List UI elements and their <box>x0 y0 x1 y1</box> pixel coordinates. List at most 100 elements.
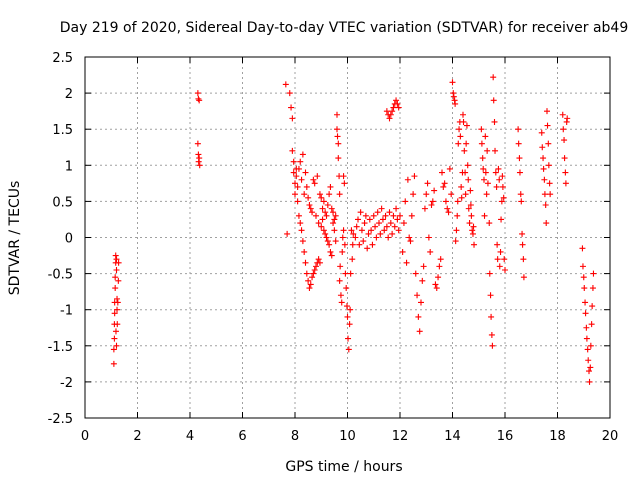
data-point <box>361 220 368 227</box>
data-point <box>343 285 350 292</box>
x-axis-tick-labels: 0 2 4 6 8 10 12 14 16 18 20 <box>81 429 618 444</box>
data-point <box>389 230 396 237</box>
data-point <box>294 183 301 190</box>
data-point <box>364 245 371 252</box>
data-point <box>412 270 419 277</box>
data-point <box>336 277 343 284</box>
data-point <box>585 357 592 364</box>
data-point <box>587 364 594 371</box>
data-point <box>478 126 485 133</box>
data-point <box>519 230 526 237</box>
data-point <box>360 238 367 245</box>
data-point <box>341 180 348 187</box>
data-point <box>495 165 502 172</box>
data-point <box>432 281 439 288</box>
data-point <box>486 220 493 227</box>
data-point <box>196 155 203 162</box>
data-point <box>579 245 586 252</box>
data-point <box>515 126 522 133</box>
data-point <box>334 111 340 118</box>
data-point <box>541 191 548 198</box>
data-point <box>488 313 495 320</box>
data-point <box>386 209 393 216</box>
data-point <box>519 241 526 248</box>
data-point <box>583 324 590 331</box>
data-point <box>441 180 448 187</box>
data-point <box>491 118 498 125</box>
data-point <box>545 140 552 147</box>
data-point <box>323 234 330 241</box>
data-point <box>471 241 478 248</box>
data-point <box>421 205 428 212</box>
data-point <box>463 122 470 129</box>
y-tick-label: -0.5 <box>48 268 73 283</box>
data-point <box>582 299 589 306</box>
data-point <box>445 209 452 216</box>
data-point <box>348 227 355 234</box>
data-point <box>494 256 501 263</box>
data-point <box>383 223 390 230</box>
data-point <box>564 115 571 122</box>
data-point <box>458 194 465 201</box>
data-point <box>112 252 119 259</box>
data-point <box>486 270 493 277</box>
data-point <box>290 158 297 165</box>
data-point <box>516 155 523 162</box>
data-point <box>420 263 427 270</box>
data-point <box>588 321 595 328</box>
data-point <box>470 223 477 230</box>
data-point <box>393 205 400 212</box>
data-point <box>482 133 489 140</box>
data-point <box>299 238 306 245</box>
data-point <box>382 212 389 219</box>
data-point <box>311 266 318 273</box>
data-point <box>516 169 523 176</box>
data-point <box>343 303 350 310</box>
data-point <box>583 335 590 342</box>
data-point <box>324 238 331 245</box>
data-point <box>411 173 418 180</box>
data-point <box>113 256 120 263</box>
data-point <box>561 137 568 144</box>
data-point <box>195 95 202 102</box>
data-point <box>395 104 402 111</box>
data-point <box>479 155 486 162</box>
data-point <box>369 241 376 248</box>
data-point <box>393 97 400 104</box>
data-point <box>292 191 298 198</box>
data-point <box>327 183 334 190</box>
data-point <box>114 299 121 306</box>
data-point <box>320 227 327 234</box>
data-point <box>112 274 119 281</box>
data-point <box>394 100 401 107</box>
data-point <box>374 209 381 216</box>
data-point <box>111 310 118 317</box>
data-point <box>365 230 372 237</box>
x-tick-label: 0 <box>81 429 89 444</box>
data-point <box>489 342 496 349</box>
data-point <box>581 285 588 292</box>
x-tick-label: 10 <box>339 429 356 444</box>
data-point <box>424 180 431 187</box>
data-point <box>562 169 569 176</box>
data-point <box>110 346 117 353</box>
data-point <box>196 97 203 104</box>
data-point <box>496 263 503 270</box>
data-point <box>460 118 467 125</box>
data-point <box>349 241 356 248</box>
data-point <box>501 256 508 263</box>
data-point <box>368 227 375 234</box>
data-point <box>433 285 440 292</box>
data-point <box>544 108 550 115</box>
data-point <box>460 111 466 118</box>
data-point <box>515 140 522 147</box>
data-point <box>406 234 413 241</box>
data-point <box>302 259 309 266</box>
data-point <box>316 191 323 198</box>
data-point <box>297 220 304 227</box>
data-point <box>541 176 548 183</box>
data-point <box>492 169 499 176</box>
data-point <box>306 285 313 292</box>
data-point <box>309 274 316 281</box>
